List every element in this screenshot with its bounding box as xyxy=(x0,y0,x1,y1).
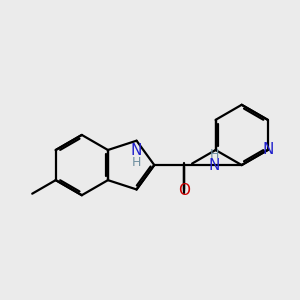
Text: N: N xyxy=(262,142,274,158)
Text: O: O xyxy=(178,183,190,198)
Text: H: H xyxy=(210,148,219,161)
Text: N: N xyxy=(131,143,142,158)
Text: H: H xyxy=(132,156,141,169)
Text: N: N xyxy=(209,158,220,172)
